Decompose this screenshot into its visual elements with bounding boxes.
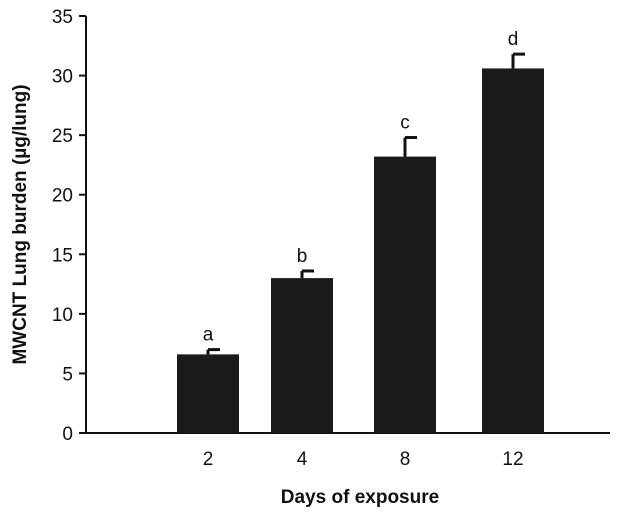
significance-label: a <box>203 325 214 346</box>
x-tick-label: 4 <box>297 449 308 470</box>
bar <box>271 278 333 433</box>
y-ticks: 0 5 10 15 20 25 30 35 <box>52 7 86 445</box>
x-axis-title: Days of exposure <box>281 487 439 508</box>
significance-label: b <box>297 246 308 267</box>
significance-label: d <box>508 29 519 50</box>
x-ticks: 2 4 8 12 <box>203 449 524 470</box>
y-tick-label: 0 <box>62 424 73 445</box>
y-tick-label: 20 <box>52 186 73 207</box>
bar <box>482 68 544 434</box>
x-tick-label: 2 <box>203 449 214 470</box>
x-axis: 2 4 8 12 <box>86 432 610 470</box>
y-tick-label: 25 <box>52 126 73 147</box>
y-axis-title: MWCNT Lung burden (µg/lung) <box>10 84 31 364</box>
y-axis: 0 5 10 15 20 25 30 35 <box>52 7 87 445</box>
bars: a b c d <box>177 29 544 434</box>
x-tick-label: 12 <box>502 449 523 470</box>
significance-label: c <box>400 113 410 134</box>
x-tick-label: 8 <box>400 449 411 470</box>
y-tick-label: 30 <box>52 67 73 88</box>
bar <box>177 354 239 433</box>
bar <box>374 156 436 434</box>
y-tick-label: 5 <box>62 364 73 385</box>
y-tick-label: 35 <box>52 7 73 28</box>
y-tick-label: 10 <box>52 305 73 326</box>
y-tick-label: 15 <box>52 245 73 266</box>
